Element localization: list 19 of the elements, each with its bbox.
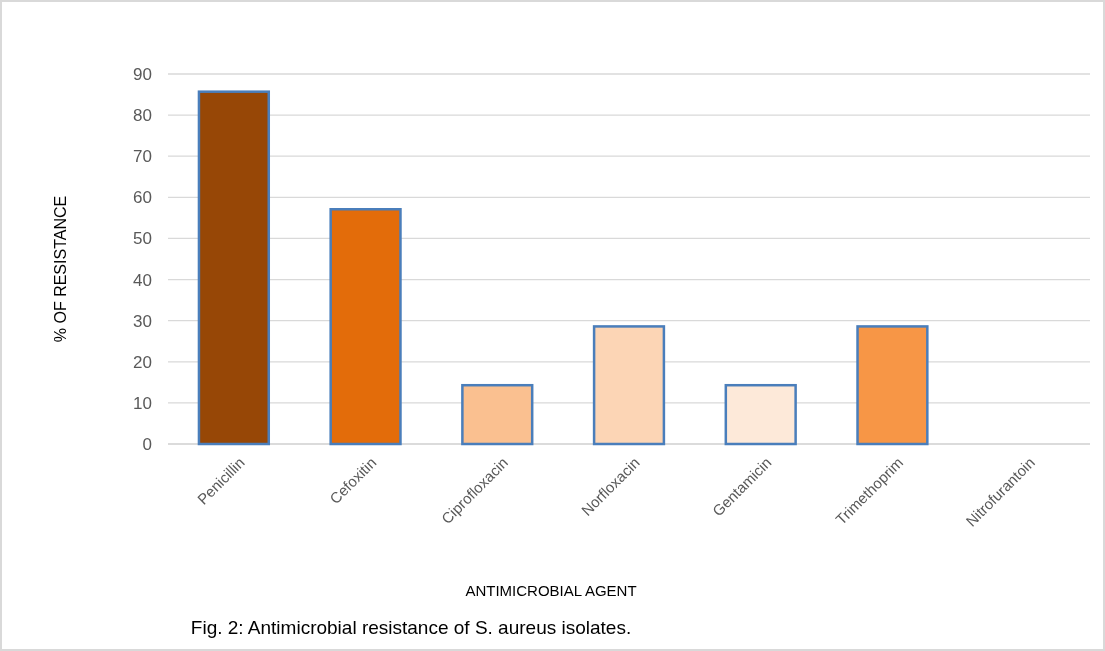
bar [461,383,534,446]
y-tick-label: 60 [133,188,152,208]
bar [197,90,271,446]
bar [856,325,929,446]
y-tick-label: 70 [133,147,152,167]
y-tick-label: 20 [133,352,152,372]
y-tick-label: 80 [133,106,152,126]
bar [329,208,402,446]
y-tick-label: 10 [133,393,152,413]
x-axis-title: ANTIMICROBIAL AGENT [465,582,637,599]
y-tick-label: 0 [142,434,152,454]
y-axis-title: % OF RESISTANCE [52,195,69,343]
y-tick-label: 90 [133,64,152,84]
y-tick-label: 50 [133,229,152,249]
bar [724,383,797,446]
caption: Fig. 2: Antimicrobial resistance of S. aureus isolates. [190,617,632,638]
y-tick-label: 40 [133,270,152,290]
y-tick-label: 30 [133,311,152,331]
bar [592,325,666,446]
